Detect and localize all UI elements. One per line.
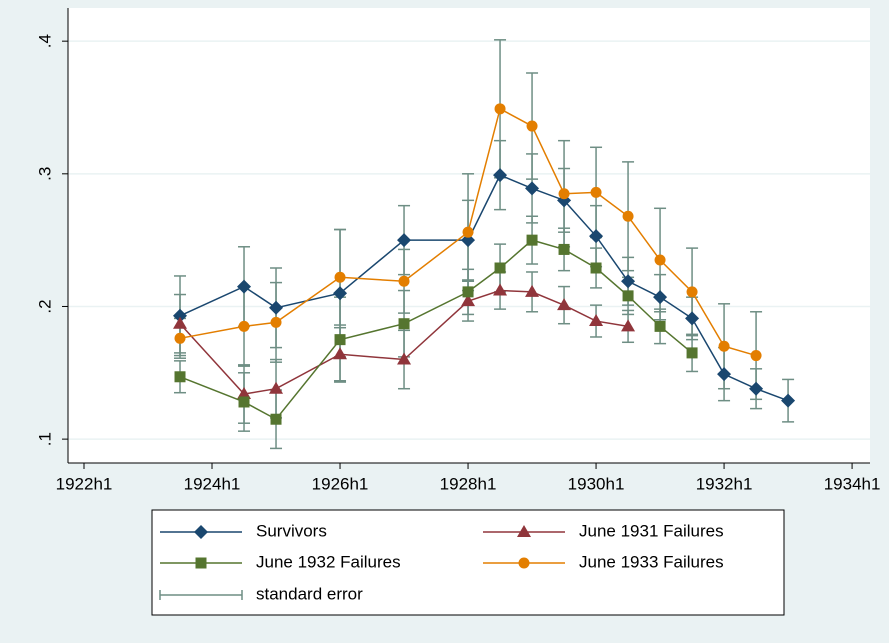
point	[558, 188, 570, 200]
point	[685, 311, 700, 326]
legend-label: standard error	[256, 584, 363, 603]
legend-box	[151, 509, 785, 616]
point	[494, 262, 506, 274]
legend-label: June 1931 Failures	[579, 521, 724, 540]
point	[494, 103, 506, 115]
point	[238, 320, 250, 332]
x-tick-label: 1932h1	[696, 474, 753, 493]
point	[589, 314, 604, 327]
point	[686, 347, 698, 359]
point	[334, 334, 346, 346]
point	[654, 320, 666, 332]
point	[461, 233, 476, 248]
point	[525, 181, 540, 196]
legend-marker	[518, 557, 530, 569]
point	[749, 381, 764, 396]
point	[237, 279, 252, 294]
point	[238, 396, 250, 408]
point	[397, 352, 412, 365]
x-tick-label: 1922h1	[56, 474, 113, 493]
y-tick-label: .4	[35, 34, 54, 48]
y-tick-label: .1	[35, 432, 54, 446]
legend-label: Survivors	[256, 521, 327, 540]
point	[654, 254, 666, 266]
point	[781, 393, 796, 408]
legend-marker	[194, 525, 208, 539]
point	[589, 229, 604, 244]
point	[174, 332, 186, 344]
point	[622, 210, 634, 222]
point	[237, 387, 252, 400]
point	[269, 300, 284, 315]
point	[333, 286, 348, 301]
x-tick-label: 1926h1	[312, 474, 369, 493]
point	[686, 286, 698, 298]
point	[590, 262, 602, 274]
x-tick-label: 1928h1	[440, 474, 497, 493]
point	[493, 168, 508, 183]
point	[558, 243, 570, 255]
y-tick-label: .3	[35, 167, 54, 181]
point	[526, 120, 538, 132]
point	[525, 284, 540, 297]
point	[397, 233, 412, 248]
point	[622, 290, 634, 302]
point	[621, 319, 636, 332]
legend-marker	[195, 557, 207, 569]
point	[398, 275, 410, 287]
legend-marker	[517, 525, 531, 537]
point	[333, 347, 348, 360]
point	[269, 381, 284, 394]
x-tick-label: 1934h1	[824, 474, 881, 493]
legend-label: June 1933 Failures	[579, 552, 724, 571]
point	[526, 234, 538, 246]
point	[270, 316, 282, 328]
point	[590, 186, 602, 198]
point	[717, 367, 732, 382]
point	[270, 413, 282, 425]
point	[462, 286, 474, 298]
point	[493, 283, 508, 296]
x-tick-label: 1924h1	[184, 474, 241, 493]
point	[653, 290, 668, 305]
point	[461, 294, 476, 307]
point	[557, 298, 572, 311]
point	[174, 371, 186, 383]
point	[621, 274, 636, 289]
point	[173, 316, 188, 329]
point	[462, 226, 474, 238]
point	[398, 318, 410, 330]
x-tick-label: 1930h1	[568, 474, 625, 493]
point	[334, 271, 346, 283]
legend-label: June 1932 Failures	[256, 552, 401, 571]
point	[750, 350, 762, 362]
point	[718, 340, 730, 352]
y-tick-label: .2	[35, 299, 54, 313]
point	[173, 308, 188, 323]
